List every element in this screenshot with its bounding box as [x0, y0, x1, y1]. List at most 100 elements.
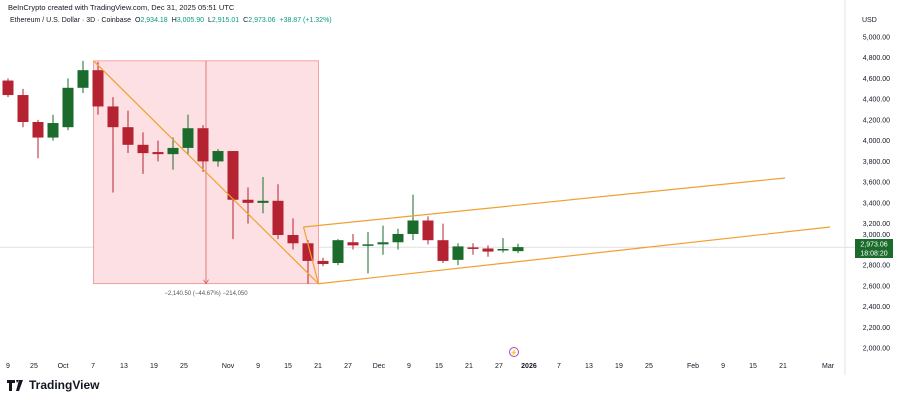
countdown-value: 18:08:20 [860, 251, 887, 258]
x-tick-label: Mar [822, 363, 835, 370]
trendline-channel-lower [318, 226, 831, 285]
high-value: 3,005.90 [176, 17, 205, 24]
symbol-name[interactable]: Ethereum / U.S. Dollar · 3D · Coinbase [10, 17, 131, 24]
candle-body [257, 200, 269, 203]
x-tick-label: Dec [373, 363, 386, 370]
y-tick-label: 2,200.00 [863, 325, 890, 332]
close-value: 2,973.06 [248, 17, 276, 24]
candle-body [197, 128, 209, 162]
svg-text:⚡: ⚡ [510, 349, 517, 357]
candle-body [92, 70, 104, 107]
candle-body [452, 246, 464, 260]
candle-body [47, 123, 59, 138]
x-tick-label: 7 [557, 363, 561, 370]
x-tick-label: 13 [120, 363, 128, 370]
credit-text: BeInCrypto created with TradingView.com,… [8, 3, 235, 12]
x-tick-label: 15 [749, 363, 757, 370]
x-tick-label: 25 [30, 363, 38, 370]
low-label: L [208, 17, 212, 24]
candle-body [2, 80, 14, 96]
x-tick-label: 9 [407, 363, 411, 370]
x-tick-label: 9 [6, 363, 10, 370]
trendline-channel-left [302, 226, 320, 284]
candle-body [497, 248, 509, 251]
candle-body [62, 87, 74, 128]
x-tick-label: 7 [91, 363, 95, 370]
trendline-channel-upper [303, 177, 786, 228]
y-tick-label: 2,000.00 [863, 346, 890, 353]
candle-body [17, 95, 29, 123]
candle-body [107, 106, 119, 128]
y-tick-label: 2,400.00 [863, 304, 890, 311]
candle-body [272, 200, 284, 236]
candle-body [227, 151, 239, 200]
measure-label: −2,140.50 (−44.67%) −214,050 [164, 291, 248, 297]
x-tick-label: 21 [465, 363, 473, 370]
x-tick-label: 9 [721, 363, 725, 370]
x-tick-label: 15 [284, 363, 292, 370]
x-tick-label: 21 [314, 363, 322, 370]
x-tick-label: Nov [222, 363, 235, 370]
close-label: C [243, 17, 249, 24]
candle-body [347, 242, 359, 246]
y-tick-label: 4,600.00 [863, 76, 890, 83]
price-tag: 2,973.06 18:08:20 [855, 239, 893, 258]
y-tick-label: 3,800.00 [863, 159, 890, 166]
x-tick-label: 25 [180, 363, 188, 370]
price-tag-value: 2,973.06 [860, 242, 887, 249]
candle-body [137, 144, 149, 154]
candle-body [302, 243, 314, 261]
x-tick-label: 19 [150, 363, 158, 370]
x-tick-label: 2026 [521, 363, 537, 370]
y-tick-label: 3,400.00 [863, 200, 890, 207]
event-marker-icon[interactable]: ⚡ [509, 347, 519, 357]
candle-body [182, 128, 194, 148]
price-chart[interactable]: 5,000.00 4,800.00 4,600.00 4,400.00 4,200.00… [0, 0, 900, 375]
candle-body [287, 235, 299, 244]
candle-body [77, 70, 89, 88]
candle-body [422, 220, 434, 241]
candle-body [122, 127, 134, 145]
x-tick-label: 27 [495, 363, 503, 370]
candle-body [152, 152, 164, 155]
candle-body [467, 247, 479, 249]
high-label: H [171, 17, 177, 24]
logo-text: TradingView [29, 378, 100, 392]
candle-body [512, 247, 524, 252]
measure-arrowhead-icon [203, 279, 209, 285]
x-tick-label: 27 [344, 363, 352, 370]
trendline-fall-line [93, 60, 319, 285]
currency-label: USD [862, 17, 877, 24]
low-value: 2,915.01 [211, 17, 240, 24]
x-tick-label: 13 [585, 363, 593, 370]
candle-body [392, 233, 404, 243]
y-tick-label: 5,000.00 [863, 35, 890, 42]
x-tick-label: 9 [256, 363, 260, 370]
candle-body [482, 248, 494, 252]
y-tick-label: 3,600.00 [863, 180, 890, 187]
y-tick-label: 4,200.00 [863, 117, 890, 124]
candle-body [242, 199, 254, 203]
change-value: +38.87 (+1.32%) [279, 17, 332, 24]
candle-body [212, 151, 224, 162]
y-tick-label: 4,000.00 [863, 138, 890, 145]
x-tick-label: 21 [779, 363, 787, 370]
candle-body [32, 122, 44, 138]
tradingview-logo: TradingView [7, 378, 99, 392]
x-tick-label: 15 [435, 363, 443, 370]
x-tick-label: Feb [687, 363, 699, 370]
y-tick-label: 4,400.00 [863, 97, 890, 104]
candle-body [317, 260, 329, 265]
candle-body [377, 242, 389, 245]
y-tick-label: 4,800.00 [863, 55, 890, 62]
y-tick-label: 2,800.00 [863, 263, 890, 270]
y-tick-label: 2,600.00 [863, 283, 890, 290]
x-tick-label: Oct [58, 363, 69, 370]
open-value: 2,934.18 [140, 17, 168, 24]
candle-body [437, 240, 449, 261]
candle-body [407, 220, 419, 234]
candle-body [167, 147, 179, 155]
candle-body [332, 240, 344, 263]
y-tick-label: 3,200.00 [863, 221, 890, 228]
symbol-legend: Ethereum / U.S. Dollar · 3D · Coinbase O… [10, 17, 332, 24]
